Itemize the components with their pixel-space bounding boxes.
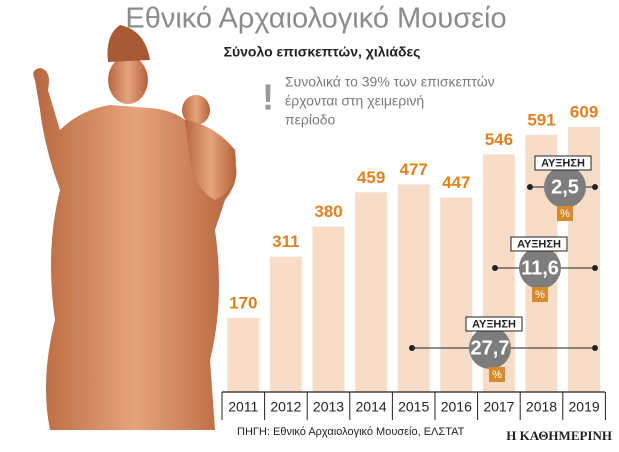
annotation-line: περίοδο — [285, 112, 336, 128]
x-tick-label: 2013 — [313, 399, 344, 415]
value-label: 591 — [527, 110, 555, 129]
x-tick-label: 2011 — [228, 399, 258, 415]
callout-dot — [592, 345, 598, 351]
x-tick-label: 2017 — [483, 399, 514, 415]
value-label: 380 — [314, 202, 342, 221]
bar — [312, 226, 345, 392]
callout-value: 11,6 — [521, 257, 559, 279]
callouts: 2,5 ΑΥΞΗΣΗ% 11,6 ΑΥΞΗΣΗ% 27,7 ΑΥΞΗΣΗ% — [409, 155, 598, 382]
annotation-line: έρχονται στη χειμερινή — [285, 93, 424, 109]
callout-circle — [469, 327, 511, 369]
callout-label-box — [534, 155, 592, 171]
callout-dot — [592, 184, 598, 190]
annotation-line: Συνολικά το 39% των επισκεπτών — [285, 74, 495, 90]
x-tick-label: 2016 — [441, 399, 472, 415]
callout-unit-box — [489, 367, 505, 382]
callout-unit-box — [557, 206, 573, 221]
callout-label: ΑΥΞΗΣΗ — [517, 238, 561, 250]
chart-subtitle: Σύνολο επισκεπτών, χιλιάδες — [224, 44, 421, 60]
callout-unit: % — [560, 208, 570, 220]
callout-dot — [409, 345, 415, 351]
bar — [269, 256, 302, 392]
bar — [440, 197, 473, 392]
callout-value: 2,5 — [551, 176, 579, 198]
callout-dot — [492, 265, 498, 271]
x-tick-label: 2015 — [398, 399, 429, 415]
x-tick-label: 2019 — [569, 399, 600, 415]
callout-unit: % — [535, 289, 545, 301]
callout-unit: % — [492, 369, 502, 381]
value-label: 609 — [570, 102, 598, 121]
callout-label: ΑΥΞΗΣΗ — [541, 157, 585, 169]
value-label: 546 — [485, 130, 513, 149]
callout-label-box — [465, 316, 523, 332]
chart-title: Εθνικό Αρχαιολογικό Μουσείο — [125, 3, 506, 35]
value-label: 311 — [272, 232, 299, 251]
source: ΠΗΓΗ: Εθνικό Αρχαιολογικό Μουσείο, ΕΛΣΤΑ… — [237, 426, 465, 438]
callout-circle — [519, 247, 561, 289]
bar — [397, 184, 430, 392]
annotation: Συνολικά το 39% των επισκεπτών έρχονται σ… — [285, 74, 495, 128]
callout-dot — [527, 184, 533, 190]
x-tick-label: 2018 — [526, 399, 557, 415]
value-label: 170 — [229, 294, 257, 313]
statue — [33, 25, 237, 430]
bar — [355, 192, 388, 392]
callout-dot — [592, 265, 598, 271]
x-tick-label: 2014 — [356, 399, 387, 415]
callout-unit-box — [532, 287, 548, 302]
callout-value: 27,7 — [471, 337, 510, 359]
brand: Η ΚΑΘΗΜΕΡΙΝΗ — [506, 428, 612, 443]
annotation-icon: ! — [262, 77, 274, 118]
x-tick-label: 2012 — [270, 399, 301, 415]
value-label: 447 — [442, 173, 470, 192]
callout-label-box — [510, 236, 568, 252]
value-label: 459 — [357, 168, 385, 187]
bar — [227, 318, 260, 392]
callout-circle — [544, 166, 586, 208]
value-label: 477 — [400, 160, 428, 179]
callout-label: ΑΥΞΗΣΗ — [472, 318, 516, 330]
